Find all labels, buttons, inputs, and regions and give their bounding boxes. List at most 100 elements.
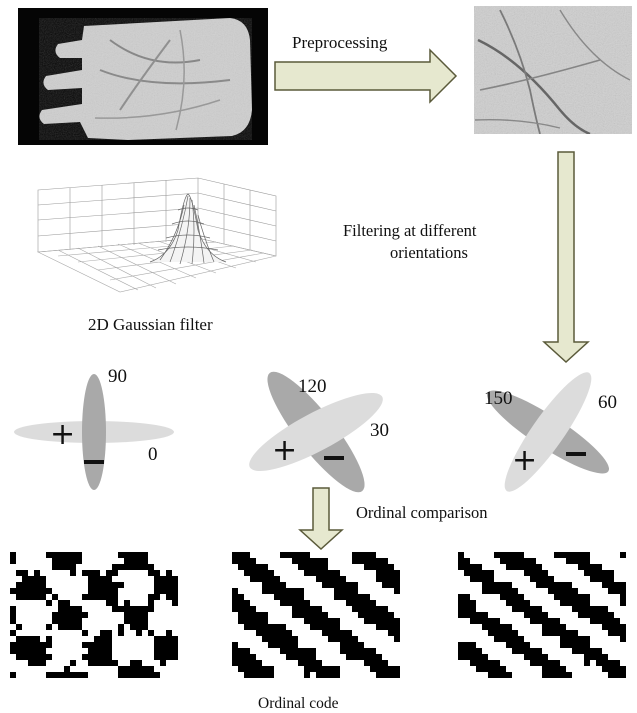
code-pixel	[518, 636, 524, 642]
code-pixel	[376, 570, 382, 576]
code-pixel	[136, 606, 142, 612]
code-pixel	[322, 570, 328, 576]
code-pixel	[100, 582, 106, 588]
code-pixel	[64, 606, 70, 612]
code-pixel	[476, 660, 482, 666]
code-pixel	[136, 564, 142, 570]
code-pixel	[572, 648, 578, 654]
code-pixel	[124, 612, 130, 618]
code-pixel	[602, 570, 608, 576]
code-pixel	[58, 600, 64, 606]
code-pixel	[286, 588, 292, 594]
code-pixel	[238, 612, 244, 618]
code-pixel	[10, 648, 16, 654]
code-pixel	[482, 576, 488, 582]
code-pixel	[548, 660, 554, 666]
code-pixel	[58, 624, 64, 630]
code-pixel	[274, 576, 280, 582]
code-pixel	[470, 564, 476, 570]
code-pixel	[280, 594, 286, 600]
code-pixel	[388, 624, 394, 630]
code-pixel	[560, 588, 566, 594]
code-pixel	[94, 642, 100, 648]
code-pixel	[352, 636, 358, 642]
code-pixel	[250, 618, 256, 624]
code-pixel	[262, 564, 268, 570]
code-pixel	[488, 588, 494, 594]
code-pixel	[530, 576, 536, 582]
code-pixel	[584, 552, 590, 558]
code-pixel	[536, 612, 542, 618]
code-pixel	[352, 558, 358, 564]
code-pixel	[238, 666, 244, 672]
code-pixel	[232, 552, 238, 558]
code-pixel	[274, 636, 280, 642]
code-pixel	[458, 606, 464, 612]
code-pixel	[298, 600, 304, 606]
code-pixel	[70, 606, 76, 612]
code-pixel	[244, 606, 250, 612]
code-pixel	[590, 618, 596, 624]
code-pixel	[376, 576, 382, 582]
code-pixel	[560, 552, 566, 558]
code-pixel	[280, 630, 286, 636]
code-pixel	[100, 630, 106, 636]
code-pixel	[560, 582, 566, 588]
code-pixel	[316, 672, 322, 678]
code-pixel	[608, 576, 614, 582]
code-pixel	[394, 672, 400, 678]
ordinal-comparison-arrow	[298, 487, 344, 551]
code-pixel	[154, 636, 160, 642]
code-pixel	[596, 648, 602, 654]
code-pixel	[334, 672, 340, 678]
code-pixel	[458, 654, 464, 660]
code-pixel	[376, 654, 382, 660]
code-pixel	[566, 588, 572, 594]
code-pixel	[244, 648, 250, 654]
code-pixel	[476, 666, 482, 672]
code-pixel	[536, 570, 542, 576]
code-pixel	[70, 570, 76, 576]
code-pixel	[250, 624, 256, 630]
code-pixel	[76, 672, 82, 678]
code-pixel	[322, 672, 328, 678]
code-pixel	[88, 570, 94, 576]
code-pixel	[298, 654, 304, 660]
code-pixel	[334, 618, 340, 624]
code-pixel	[620, 666, 626, 672]
code-pixel	[566, 636, 572, 642]
code-pixel	[10, 588, 16, 594]
code-pixel	[316, 564, 322, 570]
code-pixel	[328, 672, 334, 678]
code-pixel	[106, 582, 112, 588]
code-pixel	[142, 606, 148, 612]
code-pixel	[488, 570, 494, 576]
code-pixel	[130, 612, 136, 618]
code-pixel	[488, 630, 494, 636]
code-pixel	[310, 666, 316, 672]
code-pixel	[268, 636, 274, 642]
palm-roi-texture	[474, 6, 632, 134]
code-pixel	[584, 558, 590, 564]
code-pixel	[542, 570, 548, 576]
code-pixel	[340, 576, 346, 582]
code-pixel	[578, 642, 584, 648]
code-pixel	[530, 612, 536, 618]
code-pixel	[28, 576, 34, 582]
code-pixel	[310, 660, 316, 666]
code-pixel	[238, 594, 244, 600]
code-pixel	[352, 648, 358, 654]
code-pixel	[382, 558, 388, 564]
code-pixel	[280, 648, 286, 654]
code-pixel	[70, 624, 76, 630]
code-pixel	[136, 666, 142, 672]
code-pixel	[16, 654, 22, 660]
code-pixel	[244, 672, 250, 678]
code-pixel	[494, 552, 500, 558]
code-pixel	[76, 606, 82, 612]
code-pixel	[136, 612, 142, 618]
angle-label-120: 120	[298, 376, 327, 397]
code-pixel	[358, 606, 364, 612]
code-pixel	[166, 636, 172, 642]
code-pixel	[530, 660, 536, 666]
